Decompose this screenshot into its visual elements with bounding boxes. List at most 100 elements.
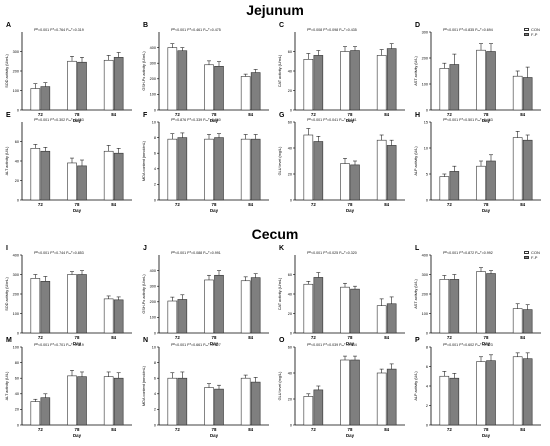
panel-letter: J xyxy=(143,245,147,252)
bar-fp xyxy=(214,66,224,111)
bar-con xyxy=(512,75,523,111)
bar-fp xyxy=(449,377,460,426)
x-tick-label: 84 xyxy=(384,202,389,207)
y-axis-label: ALT activity (U/L) xyxy=(5,371,9,400)
bar-fp xyxy=(449,64,460,111)
p-values: Pᴰ<0.001 Pᵀ=0.661 Pₙₓᵀ=0.127 xyxy=(171,343,221,347)
bar-fp xyxy=(40,150,51,201)
p-values: Pᴰ=0.001 Pᵀ=0.302 Pₙₓᵀ=0.853 xyxy=(34,118,84,122)
y-tick-label: 0 xyxy=(426,423,428,427)
x-tick-label: 84 xyxy=(520,202,525,207)
chart-panel-p: P Pᴰ=0.001 Pᵀ=0.602 Pₙₓᵀ=0.323 0 2 4 6 8 ALP ac… xyxy=(414,337,541,438)
y-tick-label: 10 xyxy=(424,146,428,150)
y-axis-label: GSH-Px activity (U/mL) xyxy=(142,274,146,314)
y-tick-label: 100 xyxy=(422,312,428,316)
y-tick-label: 400 xyxy=(150,269,156,273)
panel-letter: K xyxy=(279,245,284,252)
bar-fp xyxy=(350,288,360,334)
bar-con xyxy=(376,372,387,426)
bar-fp xyxy=(214,388,224,426)
bar-con xyxy=(67,375,77,426)
y-tick-label: 60 xyxy=(15,140,19,144)
panel-letter: M xyxy=(6,337,12,344)
y-tick-label: 40 xyxy=(288,146,292,150)
bar-con xyxy=(30,278,41,334)
y-tick-label: 40 xyxy=(288,292,292,296)
bar-fp xyxy=(40,397,51,426)
bar-fp xyxy=(313,277,324,334)
x-axis-label: Day xyxy=(346,433,355,438)
bar-fp xyxy=(77,61,87,111)
legend-swatch-fp xyxy=(524,33,529,36)
y-tick-label: 200 xyxy=(422,292,428,296)
bar-con xyxy=(67,274,77,334)
chart-panel-o: O Pᴰ<0.001 Pᵀ=0.039 Pₙₓᵀ=0.534 0 20 40 60 GLU … xyxy=(278,337,405,438)
x-axis-label: Day xyxy=(210,118,219,123)
y-axis-label: MDA content (nmol/mL) xyxy=(142,365,146,406)
bar-con xyxy=(340,51,350,111)
panel-letter: I xyxy=(6,245,8,252)
y-tick-label: 20 xyxy=(15,179,19,183)
x-tick-label: 84 xyxy=(520,335,525,340)
y-tick-label: 300 xyxy=(422,30,428,34)
bar-fp xyxy=(250,277,261,334)
x-axis-label: Day xyxy=(346,208,355,213)
y-tick-label: 40 xyxy=(288,371,292,375)
x-tick-label: 72 xyxy=(175,202,180,207)
chart-panel-g: G Pᴰ<0.001 Pᵀ=0.041 Pₙₓᵀ=0.161 0 20 40 60 GLU … xyxy=(278,112,405,213)
bar-fp xyxy=(522,309,533,334)
bar-con xyxy=(67,60,77,111)
bar-fp xyxy=(449,171,460,201)
p-values: Pᴰ<0.001 Pᵀ=0.744 Pₙₓᵀ=0.853 xyxy=(34,251,84,255)
panel-letter: P xyxy=(415,337,420,344)
chart-panel-b: B Pᴰ<0.001 Pᵀ=0.461 Pₙₓᵀ=0.475 0 100 200 300 4… xyxy=(142,22,269,123)
x-tick-label: 72 xyxy=(447,427,452,432)
x-axis-label: Day xyxy=(73,208,82,213)
bar-con xyxy=(204,279,214,334)
p-values: Pᴰ<0.001 Pᵀ=0.835 Pₙₓᵀ=0.694 xyxy=(443,28,493,32)
bar-con xyxy=(103,376,114,426)
y-tick-label: 100 xyxy=(150,93,156,97)
x-tick-label: 78 xyxy=(348,202,353,207)
y-axis-label: AST activity (U/L) xyxy=(414,56,418,86)
y-tick-label: 300 xyxy=(13,50,19,54)
y-tick-label: 10 xyxy=(152,120,156,124)
y-tick-label: 6 xyxy=(154,152,156,156)
bar-con xyxy=(476,165,486,201)
y-axis-label: GLU level (mg/L) xyxy=(278,371,282,400)
x-tick-label: 78 xyxy=(484,335,489,340)
x-tick-label: 78 xyxy=(212,335,217,340)
y-tick-label: 0 xyxy=(290,423,292,427)
y-axis-label: ALP activity (U/L) xyxy=(414,146,418,176)
bar-con xyxy=(439,375,450,426)
panel-letter: O xyxy=(279,337,285,344)
x-axis-label: Day xyxy=(210,208,219,213)
x-axis-label: Day xyxy=(73,118,82,123)
bar-con xyxy=(103,298,114,334)
bar-fp xyxy=(313,389,324,426)
bar-fp xyxy=(177,50,188,111)
bar-fp xyxy=(486,160,496,201)
y-tick-label: 0 xyxy=(154,423,156,427)
y-tick-label: 8 xyxy=(426,345,428,349)
y-tick-label: 60 xyxy=(15,377,19,381)
chart-panel-e: E Pᴰ=0.001 Pᵀ=0.302 Pₙₓᵀ=0.853 0 20 40 60 ALT … xyxy=(5,112,132,213)
p-values: Pᴰ<0.001 Pᵀ=0.041 Pₙₓᵀ=0.161 xyxy=(307,118,357,122)
chart-panel-h: H Pᴰ<0.001 Pᵀ=0.501 Pₙₓᵀ=0.463 0 5 10 15 ALP a… xyxy=(414,112,541,213)
y-tick-label: 2 xyxy=(154,183,156,187)
section-title-cecum: Cecum xyxy=(251,226,299,242)
y-axis-label: ALT activity (U/L) xyxy=(5,146,9,175)
chart-panel-j: J Pᴰ<0.001 Pᵀ=0.088 Pₙₓᵀ=0.991 0 100 200 300 4… xyxy=(142,245,269,346)
y-tick-label: 6 xyxy=(426,365,428,369)
bar-con xyxy=(167,47,178,111)
bar-fp xyxy=(177,377,188,426)
y-tick-label: 5 xyxy=(426,172,428,176)
bar-fp xyxy=(113,377,124,426)
x-axis-label: Day xyxy=(482,118,491,123)
y-tick-label: 200 xyxy=(150,300,156,304)
x-tick-label: 72 xyxy=(38,202,43,207)
y-tick-label: 80 xyxy=(15,361,19,365)
y-tick-label: 0 xyxy=(17,108,19,112)
legend-label-con: CON xyxy=(531,27,540,32)
x-tick-label: 84 xyxy=(248,427,253,432)
